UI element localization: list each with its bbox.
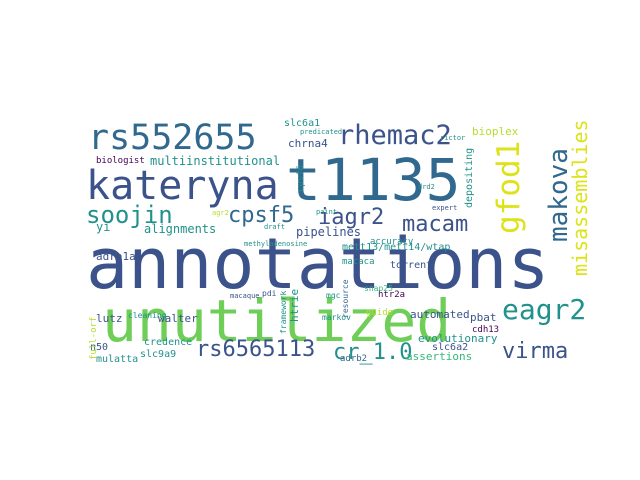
cloud-word: evolutionary xyxy=(418,332,498,345)
cloud-word: macaque xyxy=(230,292,260,300)
cloud-word: assertions xyxy=(406,350,472,363)
cloud-word: unutilized xyxy=(102,287,451,355)
cloud-word: htrie xyxy=(288,289,301,322)
cloud-word: slc6a2 xyxy=(432,342,468,353)
cloud-word: cpsf6 xyxy=(296,165,306,192)
cloud-word: predicated xyxy=(300,128,342,136)
cloud-word: guide xyxy=(366,308,393,318)
cloud-word: multiinstitutional xyxy=(150,154,280,168)
cloud-word: accuracy xyxy=(370,237,414,247)
cloud-word: htr2a xyxy=(378,290,405,300)
cloud-word: rhemac2 xyxy=(338,120,452,151)
cloud-word: slc9a9 xyxy=(140,349,176,360)
cloud-word: rs6565113 xyxy=(196,337,315,362)
cloud-word: bioplex xyxy=(472,125,519,138)
cloud-word: t1135 xyxy=(286,146,461,214)
cloud-word: makova xyxy=(544,148,574,242)
cloud-word: mgc xyxy=(326,291,341,300)
cloud-word: agr2 xyxy=(212,209,229,217)
cloud-word: markov xyxy=(322,313,351,322)
cloud-word: walter xyxy=(158,312,198,325)
cloud-word: mulatta xyxy=(96,354,138,365)
cloud-word: iagr2 xyxy=(318,205,384,230)
cloud-word: eagr2 xyxy=(502,293,586,326)
cloud-word: depositing xyxy=(464,148,475,208)
cloud-word: torrent xyxy=(390,260,432,271)
cloud-word: snap25 xyxy=(364,284,393,293)
cloud-word: draft xyxy=(264,223,285,231)
cloud-word: rs552655 xyxy=(88,118,257,158)
cloud-word: gfod1 xyxy=(491,141,527,234)
cloud-word: virma xyxy=(502,339,568,364)
cloud-word: kateryna xyxy=(86,163,279,209)
cloud-word: expert xyxy=(432,204,457,212)
cloud-word: biologist xyxy=(96,156,145,166)
cloud-word: yi xyxy=(96,220,110,234)
cloud-word: credence xyxy=(144,337,192,348)
cloud-word: n50 xyxy=(90,342,108,353)
cloud-word: cdh13 xyxy=(472,325,499,335)
cloud-word: chrna4 xyxy=(288,137,328,150)
cloud-word: pbat xyxy=(470,311,497,324)
cloud-word: soojin xyxy=(86,201,173,229)
cloud-word: automated xyxy=(410,308,470,321)
cloud-word: mett13/mett14/wtap xyxy=(342,242,450,253)
cloud-word: pdi xyxy=(262,289,277,298)
cloud-word: misassemblies xyxy=(568,119,592,276)
cloud-word: macaca xyxy=(342,257,375,267)
cloud-word: rictor xyxy=(440,134,465,142)
cloud-word: lutz xyxy=(96,312,123,325)
cloud-word: framework xyxy=(279,290,288,334)
cloud-word: annotations xyxy=(86,223,550,305)
cloud-word: methyladenosine xyxy=(244,240,307,248)
cloud-word: paint xyxy=(316,208,337,216)
cloud-word: adra1a xyxy=(96,250,136,263)
cloud-word: pipelines xyxy=(296,225,361,239)
cloud-word: adrb2 xyxy=(340,354,367,364)
cloud-word: slc6a1 xyxy=(284,118,320,129)
cloud-word: alignments xyxy=(144,222,216,236)
cloud-word: drd2 xyxy=(418,183,435,191)
cloud-word: cpsf5 xyxy=(228,203,294,228)
cloud-word: resource xyxy=(341,279,350,318)
cloud-word: cleaning xyxy=(128,311,167,320)
cloud-word: cr_1.0 xyxy=(333,340,412,365)
cloud-word: full-orf xyxy=(89,317,99,360)
cloud-word: macam xyxy=(402,212,468,237)
